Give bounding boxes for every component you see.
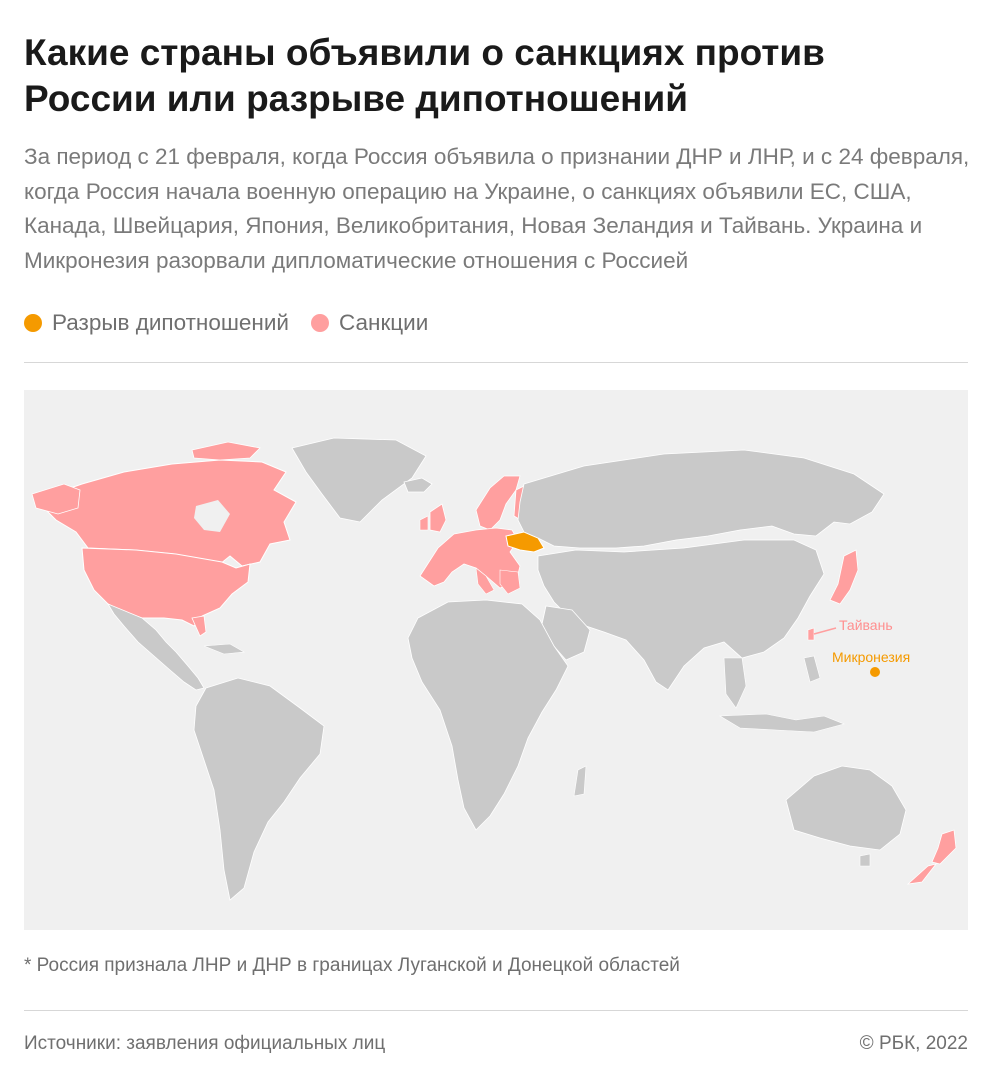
micronesia-label: Микронезия bbox=[832, 649, 910, 665]
legend-item-break: Разрыв дипотношений bbox=[24, 310, 289, 336]
micronesia-marker bbox=[870, 667, 880, 677]
world-map-svg: * Тайвань Микронезия bbox=[24, 390, 968, 930]
philippines bbox=[803, 655, 821, 683]
legend-label-sanctions: Санкции bbox=[339, 310, 429, 335]
south-america bbox=[193, 677, 325, 901]
source-line: Источники: заявления официальных лиц bbox=[24, 1033, 386, 1054]
caribbean bbox=[203, 643, 245, 655]
taiwan-label: Тайвань bbox=[839, 617, 893, 633]
alaska bbox=[31, 483, 81, 515]
australia bbox=[785, 765, 907, 851]
new-zealand bbox=[931, 829, 957, 865]
southeast-asia bbox=[723, 657, 747, 709]
scandinavia bbox=[475, 475, 521, 531]
ireland bbox=[419, 515, 429, 531]
chart-title: Какие страны объявили о санкциях против … bbox=[24, 32, 825, 119]
chart-subtitle: За период с 21 февраля, когда Россия объ… bbox=[24, 144, 970, 273]
legend-swatch-sanctions bbox=[311, 314, 329, 332]
footnote: * Россия признала ЛНР и ДНР в границах Л… bbox=[24, 955, 680, 976]
florida bbox=[191, 615, 207, 637]
bottom-divider bbox=[24, 1010, 968, 1011]
iceland bbox=[403, 477, 433, 493]
taiwan-leader-line bbox=[813, 627, 837, 635]
taiwan bbox=[807, 627, 815, 641]
legend-swatch-break bbox=[24, 314, 42, 332]
hudson-bay bbox=[194, 500, 230, 532]
legend-item-sanctions: Санкции bbox=[311, 310, 428, 336]
italy bbox=[475, 567, 495, 595]
canada-arctic-islands bbox=[191, 441, 261, 461]
russia bbox=[517, 449, 885, 549]
world-map: * Тайвань Микронезия bbox=[24, 390, 968, 930]
new-zealand-south bbox=[906, 863, 938, 885]
legend: Разрыв дипотношений Санкции bbox=[24, 306, 428, 340]
legend-label-break: Разрыв дипотношений bbox=[52, 310, 289, 335]
japan bbox=[829, 549, 859, 605]
mexico-central-america bbox=[107, 603, 205, 691]
united-kingdom bbox=[429, 503, 447, 533]
copyright: © РБК, 2022 bbox=[859, 1033, 968, 1054]
greenland bbox=[291, 437, 427, 523]
balkans bbox=[499, 569, 521, 595]
indonesia bbox=[718, 713, 845, 733]
top-divider bbox=[24, 362, 968, 363]
africa bbox=[407, 599, 569, 831]
tasmania bbox=[859, 853, 871, 867]
madagascar bbox=[573, 765, 587, 797]
